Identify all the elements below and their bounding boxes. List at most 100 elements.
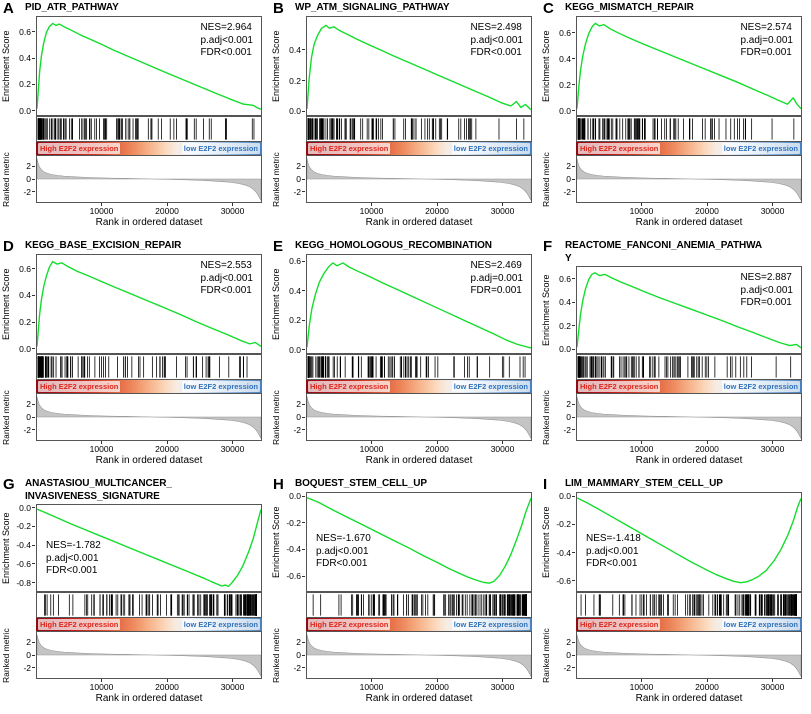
es-tick-mark: [32, 544, 35, 546]
x-tick-label: 10000: [629, 444, 654, 454]
es-curve-line: [307, 496, 531, 584]
ranked-metric-area: [37, 634, 261, 677]
ranked-metric-area: [577, 634, 801, 677]
gsea-panel-h: H BOQUEST_STEM_CELL_UP Enrichment Score NES…: [270, 476, 540, 714]
high-expression-label: High E2F2 expression: [578, 143, 661, 154]
x-tick-label: 30000: [220, 444, 245, 454]
expression-gradient-bar: High E2F2 expression low E2F2 expression: [36, 142, 262, 155]
ranked-metric-curve: [307, 396, 531, 439]
high-expression-label: High E2F2 expression: [38, 619, 121, 630]
es-tick-mark: [32, 582, 35, 584]
es-tick-label: 0.2: [19, 317, 31, 327]
stat-padj: p.adj<0.001: [46, 552, 99, 564]
x-tick-mark: [502, 679, 504, 682]
es-tick-mark: [32, 83, 35, 85]
es-curve: [577, 272, 801, 349]
x-axis-label: Rank in ordered dataset: [635, 693, 743, 704]
panel-title: PID_ATR_PATHWAY: [25, 2, 269, 15]
barcode-ticks: [577, 356, 792, 378]
x-axis-label: Rank in ordered dataset: [365, 455, 473, 466]
stat-nes: NES=2.887: [740, 272, 792, 283]
ranked-tick-label: -2: [293, 424, 301, 435]
x-axis-label: Rank in ordered dataset: [635, 455, 743, 466]
es-curve-line: [577, 22, 801, 110]
x-tick-label: 20000: [425, 444, 449, 454]
stat-fdr: FDR<0.001: [316, 558, 368, 569]
es-tick-mark: [572, 278, 575, 280]
ranked-tick-mark: [572, 403, 575, 405]
x-tick-label: 20000: [155, 682, 179, 692]
es-tick-mark: [32, 321, 35, 323]
enrichment-score-plot: NES=2.469 p.adj=0.001 FDR=0.001: [306, 254, 532, 354]
stat-nes: NES=2.553: [200, 260, 252, 271]
x-tick-mark: [502, 441, 504, 444]
x-tick-mark: [772, 441, 774, 444]
stats-block: NES=-1.418 p.adj<0.001 FDR<0.001: [586, 533, 641, 571]
x-tick-mark: [772, 679, 774, 682]
ranked-metric-curve: [577, 158, 801, 201]
panel-title-line: INVASIVENESS_SIGNATURE: [25, 490, 160, 502]
ranked-tick-label: 2: [566, 399, 571, 410]
es-tick-mark: [572, 348, 575, 350]
x-axis-label: Rank in ordered dataset: [635, 217, 743, 228]
stat-fdr: FDR=0.001: [740, 297, 792, 308]
ranked-tick-label: 2: [566, 637, 571, 648]
es-tick-mark: [302, 260, 305, 262]
x-tick-label: 30000: [490, 444, 515, 454]
high-expression-label: High E2F2 expression: [38, 381, 121, 392]
ranked-tick-mark: [32, 178, 35, 180]
es-tick-label: 0.0: [19, 105, 31, 116]
ranked-tick-label: 2: [566, 161, 571, 172]
ranked-tick-label: 2: [296, 637, 301, 648]
x-tick-label: 30000: [490, 206, 515, 216]
x-tick-mark: [641, 203, 642, 206]
es-tick-mark: [32, 110, 35, 112]
es-tick-label: -0.2: [556, 519, 571, 530]
es-tick-label: -0.4: [556, 547, 571, 558]
stat-padj: p.adj<0.001: [470, 34, 523, 46]
x-tick-label: 10000: [359, 444, 384, 454]
es-tick-mark: [302, 110, 305, 112]
low-expression-label: low E2F2 expression: [721, 619, 800, 630]
stat-nes: NES=-1.418: [586, 533, 641, 544]
es-tick-mark: [572, 301, 575, 303]
stat-padj: p.adj<0.001: [200, 272, 253, 284]
barcode-ticks: [577, 118, 795, 140]
ranked-tick-label: 2: [26, 161, 31, 172]
es-tick-label: 0.2: [559, 79, 571, 90]
es-tick-label: -0.6: [286, 571, 301, 581]
low-expression-label: low E2F2 expression: [451, 143, 530, 154]
ranked-tick-label: -2: [563, 424, 571, 435]
x-tick-mark: [101, 441, 102, 444]
es-tick-mark: [572, 84, 575, 86]
es-tick-label: 0.2: [559, 320, 571, 331]
es-curve-line: [577, 497, 801, 584]
panel-title: ANASTASIOU_MULTICANCER_ INVASIVENESS_SIGN…: [25, 478, 269, 503]
x-axis-label: Rank in ordered dataset: [95, 693, 203, 704]
x-tick-label: 20000: [425, 682, 449, 692]
x-tick-label: 30000: [220, 206, 245, 216]
x-tick-label: 30000: [760, 682, 785, 692]
es-curve: [577, 22, 801, 110]
x-tick-label: 10000: [629, 206, 654, 216]
ranked-metric-plot: [36, 393, 262, 441]
expression-gradient-bar: High E2F2 expression low E2F2 expression: [36, 618, 262, 631]
ranked-tick-label: -2: [563, 662, 571, 673]
panel-title: BOQUEST_STEM_CELL_UP: [295, 478, 539, 491]
es-tick-mark: [302, 575, 305, 577]
stat-nes: NES=-1.670: [316, 533, 371, 544]
es-curve: [37, 22, 261, 110]
es-tick-mark: [302, 290, 305, 292]
x-tick-mark: [371, 679, 372, 682]
es-curve-line: [307, 24, 531, 111]
stats-block: NES=2.964 p.adj<0.001 FDR<0.001: [200, 22, 253, 60]
ranked-tick-mark: [32, 654, 35, 656]
gsea-panel-b: B WP_ATM_SIGNALING_PATHWAY Enrichment Scor…: [270, 0, 540, 238]
ranked-tick-label: 2: [296, 161, 301, 172]
ranked-metric-area: [577, 396, 801, 439]
ranked-metric-curve: [577, 396, 801, 439]
ranked-tick-label: -2: [23, 662, 31, 673]
x-tick-mark: [166, 679, 168, 682]
ranked-tick-mark: [32, 429, 35, 431]
gene-hits-barcode: [306, 592, 532, 618]
